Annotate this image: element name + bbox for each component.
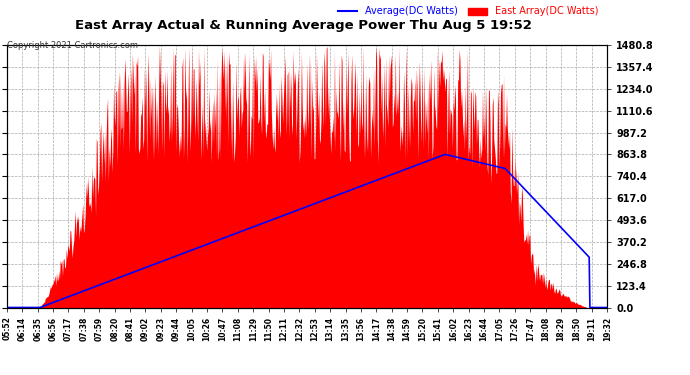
Legend: Average(DC Watts), East Array(DC Watts): Average(DC Watts), East Array(DC Watts) — [334, 3, 602, 20]
Text: Copyright 2021 Cartronics.com: Copyright 2021 Cartronics.com — [7, 41, 138, 50]
Text: East Array Actual & Running Average Power Thu Aug 5 19:52: East Array Actual & Running Average Powe… — [75, 19, 532, 32]
